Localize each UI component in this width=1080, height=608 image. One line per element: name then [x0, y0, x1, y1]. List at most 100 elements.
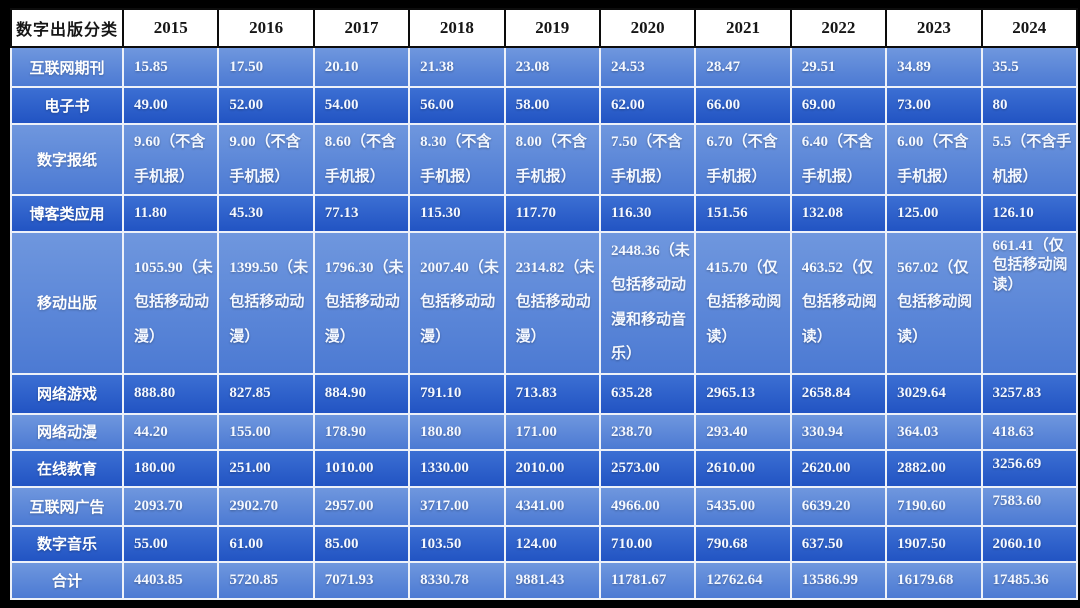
value-cell: 180.80 — [408, 412, 506, 451]
value-cell: 5720.85 — [217, 561, 315, 600]
value-cell: 21.38 — [408, 46, 506, 88]
value-cell: 11.80 — [121, 194, 220, 233]
value-cell: 34.89 — [885, 46, 983, 88]
value-cell: 637.50 — [789, 524, 888, 563]
value-cell: 77.13 — [312, 194, 411, 233]
value-cell: 827.85 — [217, 372, 315, 415]
value-cell: 13586.99 — [789, 561, 888, 600]
value-cell: 2060.10 — [980, 524, 1078, 563]
value-cell: 5435.00 — [694, 485, 792, 527]
value-cell: 2007.40（未包括移动动漫） — [408, 230, 506, 375]
value-cell: 44.20 — [121, 412, 220, 451]
value-cell: 2882.00 — [885, 449, 983, 488]
value-cell: 16179.68 — [885, 561, 983, 600]
table-header: 数字出版分类 2015 2016 2017 2018 2019 2020 2021 2022 20… — [10, 8, 1078, 48]
value-cell: 238.70 — [598, 412, 697, 451]
value-cell: 330.94 — [789, 412, 888, 451]
value-cell: 251.00 — [217, 449, 315, 488]
table-row: 数字报纸 9.60（不含手机报） 9.00（不含手机报） 8.60（不含手机报） 8.3… — [10, 123, 1078, 196]
value-cell: 713.83 — [503, 372, 601, 415]
value-cell: 35.5 — [980, 46, 1078, 88]
value-cell: 7071.93 — [312, 561, 411, 600]
value-cell: 29.51 — [789, 46, 888, 88]
value-cell: 6639.20 — [789, 485, 888, 527]
table-row: 合计 4403.85 5720.85 7071.93 8330.78 9881.43 117… — [10, 561, 1078, 600]
value-cell: 791.10 — [408, 372, 506, 415]
value-cell: 171.00 — [503, 412, 601, 451]
year-header-2015: 2015 — [121, 8, 220, 48]
value-cell: 661.41（仅包括移动阅读） — [980, 230, 1078, 375]
value-cell: 1907.50 — [885, 524, 983, 563]
table-row: 博客类应用 11.80 45.30 77.13 115.30 117.70 116.30 15… — [10, 194, 1078, 233]
year-header-2021: 2021 — [694, 8, 792, 48]
category-label: 网络游戏 — [10, 372, 124, 415]
value-cell: 884.90 — [312, 372, 411, 415]
value-cell: 6.00（不含手机报） — [885, 123, 983, 196]
year-header-2024: 2024 — [980, 8, 1078, 48]
value-cell: 2902.70 — [217, 485, 315, 527]
value-cell: 635.28 — [598, 372, 697, 415]
value-cell: 9.60（不含手机报） — [121, 123, 220, 196]
category-label: 互联网广告 — [10, 485, 124, 527]
value-cell: 20.10 — [312, 46, 411, 88]
value-cell: 69.00 — [789, 86, 888, 125]
value-cell: 6.40（不含手机报） — [789, 123, 888, 196]
value-cell: 66.00 — [694, 86, 792, 125]
value-cell: 6.70（不含手机报） — [694, 123, 792, 196]
value-cell: 9.00（不含手机报） — [217, 123, 315, 196]
value-cell: 11781.67 — [598, 561, 697, 600]
value-cell: 45.30 — [217, 194, 315, 233]
table-row: 互联网期刊 15.85 17.50 20.10 21.38 23.08 24.53 28.47… — [10, 46, 1078, 88]
year-header-2022: 2022 — [789, 8, 888, 48]
value-cell: 2965.13 — [694, 372, 792, 415]
table-row: 互联网广告 2093.70 2902.70 2957.00 3717.00 4341.00… — [10, 485, 1078, 527]
value-cell: 61.00 — [217, 524, 315, 563]
value-cell: 55.00 — [121, 524, 220, 563]
value-cell: 2658.84 — [789, 372, 888, 415]
value-cell: 3257.83 — [980, 372, 1078, 415]
value-cell: 117.70 — [503, 194, 601, 233]
value-cell: 2010.00 — [503, 449, 601, 488]
value-cell: 58.00 — [503, 86, 601, 125]
value-cell: 2093.70 — [121, 485, 220, 527]
table-row: 电子书 49.00 52.00 54.00 56.00 58.00 62.00 66.00 69… — [10, 86, 1078, 125]
value-cell: 85.00 — [312, 524, 411, 563]
value-cell: 3029.64 — [885, 372, 983, 415]
value-cell: 3717.00 — [408, 485, 506, 527]
value-cell: 24.53 — [598, 46, 697, 88]
value-cell: 293.40 — [694, 412, 792, 451]
value-cell: 126.10 — [980, 194, 1078, 233]
value-cell: 415.70（仅包括移动阅读） — [694, 230, 792, 375]
value-cell: 790.68 — [694, 524, 792, 563]
header-row: 数字出版分类 2015 2016 2017 2018 2019 2020 2021 2022 20… — [10, 8, 1078, 48]
value-cell: 17.50 — [217, 46, 315, 88]
value-cell: 73.00 — [885, 86, 983, 125]
value-cell: 2620.00 — [789, 449, 888, 488]
year-header-2020: 2020 — [598, 8, 697, 48]
value-cell: 4966.00 — [598, 485, 697, 527]
value-cell: 1010.00 — [312, 449, 411, 488]
value-cell: 1796.30（未包括移动动漫） — [312, 230, 411, 375]
category-label: 博客类应用 — [10, 194, 124, 233]
value-cell: 2314.82（未包括移动动漫） — [503, 230, 601, 375]
value-cell: 49.00 — [121, 86, 220, 125]
year-header-2019: 2019 — [503, 8, 601, 48]
value-cell: 103.50 — [408, 524, 506, 563]
table-row: 移动出版 1055.90（未包括移动动漫） 1399.50（未包括移动动漫） 1796… — [10, 230, 1078, 375]
category-label: 合计 — [10, 561, 124, 600]
category-label: 电子书 — [10, 86, 124, 125]
corner-header-category: 数字出版分类 — [10, 8, 124, 48]
value-cell: 8.60（不含手机报） — [312, 123, 411, 196]
category-label: 互联网期刊 — [10, 46, 124, 88]
value-cell: 7583.60 — [980, 485, 1078, 527]
value-cell: 1330.00 — [408, 449, 506, 488]
value-cell: 28.47 — [694, 46, 792, 88]
value-cell: 1399.50（未包括移动动漫） — [217, 230, 315, 375]
category-label: 数字音乐 — [10, 524, 124, 563]
value-cell: 132.08 — [789, 194, 888, 233]
value-cell: 2610.00 — [694, 449, 792, 488]
value-cell: 2448.36（未包括移动动漫和移动音乐） — [598, 230, 697, 375]
table-row: 网络动漫 44.20 155.00 178.90 180.80 171.00 238.70 2… — [10, 412, 1078, 451]
value-cell: 4403.85 — [121, 561, 220, 600]
